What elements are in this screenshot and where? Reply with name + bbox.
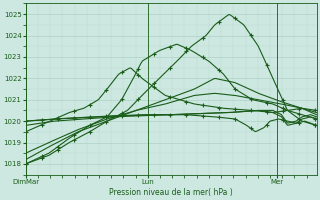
X-axis label: Pression niveau de la mer( hPa ): Pression niveau de la mer( hPa ) bbox=[109, 188, 233, 197]
